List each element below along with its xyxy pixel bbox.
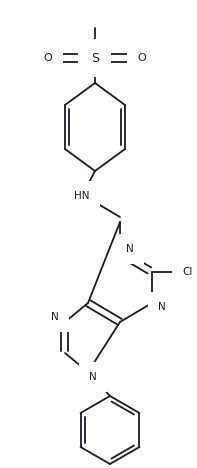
Text: HN: HN (74, 191, 90, 201)
Text: N: N (126, 244, 134, 254)
Text: O: O (138, 53, 146, 63)
Text: S: S (91, 51, 99, 65)
Text: O: O (44, 53, 52, 63)
Text: N: N (158, 302, 166, 312)
Text: N: N (51, 312, 59, 322)
Text: N: N (89, 372, 97, 382)
Text: Cl: Cl (183, 267, 193, 277)
